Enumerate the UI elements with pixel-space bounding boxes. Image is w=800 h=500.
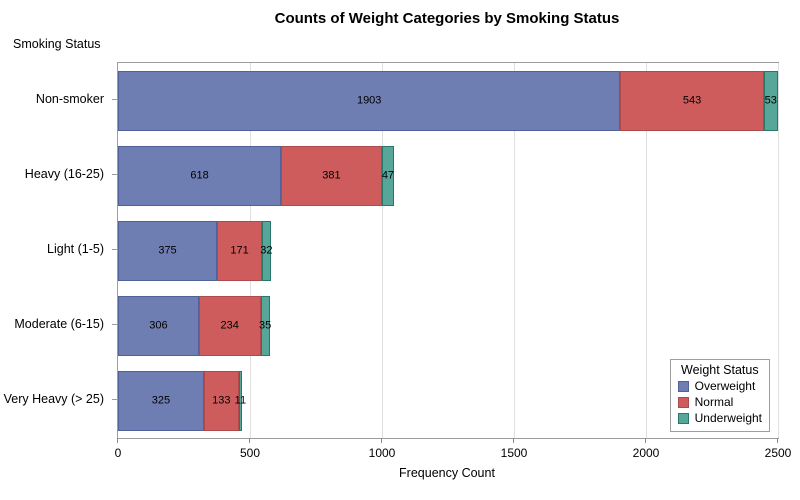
bar-segment: [381, 145, 395, 206]
gridline: [381, 63, 383, 438]
bar-value-label: 381: [322, 169, 341, 181]
bar-segment: [118, 70, 621, 131]
legend-item: Normal: [677, 395, 762, 409]
bar-value-label: 11: [234, 394, 247, 406]
gridline: [645, 63, 647, 438]
x-tick-label: 2000: [632, 446, 660, 460]
legend-item-label: Underweight: [694, 411, 762, 425]
bar-value-label: 53: [764, 94, 777, 106]
bar-segment: [620, 70, 764, 131]
bar-segment: [118, 220, 217, 281]
y-axis-title: Smoking Status: [13, 37, 101, 51]
bar-segment: [260, 295, 270, 356]
x-tick-label: 1000: [368, 446, 396, 460]
bar-segment: [238, 370, 242, 431]
bar-segment: [118, 295, 199, 356]
legend: Weight Status Overweight Normal Underweigh…: [669, 359, 770, 432]
y-axis-tick: [112, 99, 118, 100]
bar-segment: [118, 370, 204, 431]
bar-value-label: 35: [259, 319, 272, 331]
legend-item-label: Normal: [694, 395, 734, 409]
bar-value-label: 1903: [356, 94, 382, 106]
y-axis-tick: [112, 249, 118, 250]
category-label: Light (1-5): [47, 241, 104, 256]
bar-value-label: 543: [682, 94, 702, 106]
legend-swatch: [677, 412, 689, 424]
x-tick-label: 500: [239, 446, 261, 460]
legend-title: Weight Status: [681, 363, 759, 377]
bar-segment: [118, 145, 282, 206]
bar-segment: [217, 220, 263, 281]
x-axis-tick: [249, 438, 250, 443]
bar-value-label: 133: [212, 394, 231, 406]
x-tick-label: 2500: [764, 446, 792, 460]
x-axis-tick: [645, 438, 646, 443]
bar-segment: [198, 295, 261, 356]
y-axis-tick: [112, 174, 118, 175]
legend-swatch: [677, 396, 689, 408]
plot-area: 1903 543 53 618 381 47 375 171 32 306 234 35 325 133 1…: [117, 62, 779, 439]
category-label: Heavy (16-25): [24, 166, 104, 181]
bar-value-label: 234: [220, 319, 239, 331]
bar-segment: [262, 220, 271, 281]
bar-segment: [203, 370, 239, 431]
category-label: Non-smoker: [35, 91, 104, 106]
y-axis-tick: [112, 399, 118, 400]
x-axis-tick: [777, 438, 778, 443]
x-axis-tick: [381, 438, 382, 443]
x-tick-label: 0: [114, 446, 122, 460]
bar-value-label: 171: [230, 244, 249, 256]
legend-item: Overweight: [677, 379, 762, 393]
bar-value-label: 32: [260, 244, 273, 256]
legend-item: Underweight: [677, 411, 762, 425]
legend-items: Overweight Normal Underweight: [677, 379, 762, 425]
x-axis-tick: [513, 438, 514, 443]
gridline: [777, 63, 779, 438]
x-axis-tick: [117, 438, 118, 443]
bar-value-label: 325: [151, 394, 171, 406]
bar-segment: [281, 145, 382, 206]
category-label: Moderate (6-15): [14, 316, 104, 331]
bar-segment: [763, 70, 778, 131]
chart-title: Counts of Weight Categories by Smoking S…: [274, 10, 620, 27]
bar-value-label: 47: [381, 169, 395, 181]
x-axis-title: Frequency Count: [399, 466, 495, 480]
bar-value-label: 375: [158, 244, 177, 256]
legend-item-label: Overweight: [694, 379, 756, 393]
y-axis-tick: [112, 324, 118, 325]
x-tick-label: 1500: [500, 446, 528, 460]
bar-value-label: 306: [149, 319, 168, 331]
legend-swatch: [677, 380, 689, 392]
bar-value-label: 618: [190, 169, 209, 181]
category-label: Very Heavy (> 25): [3, 391, 104, 406]
gridline: [513, 63, 515, 438]
